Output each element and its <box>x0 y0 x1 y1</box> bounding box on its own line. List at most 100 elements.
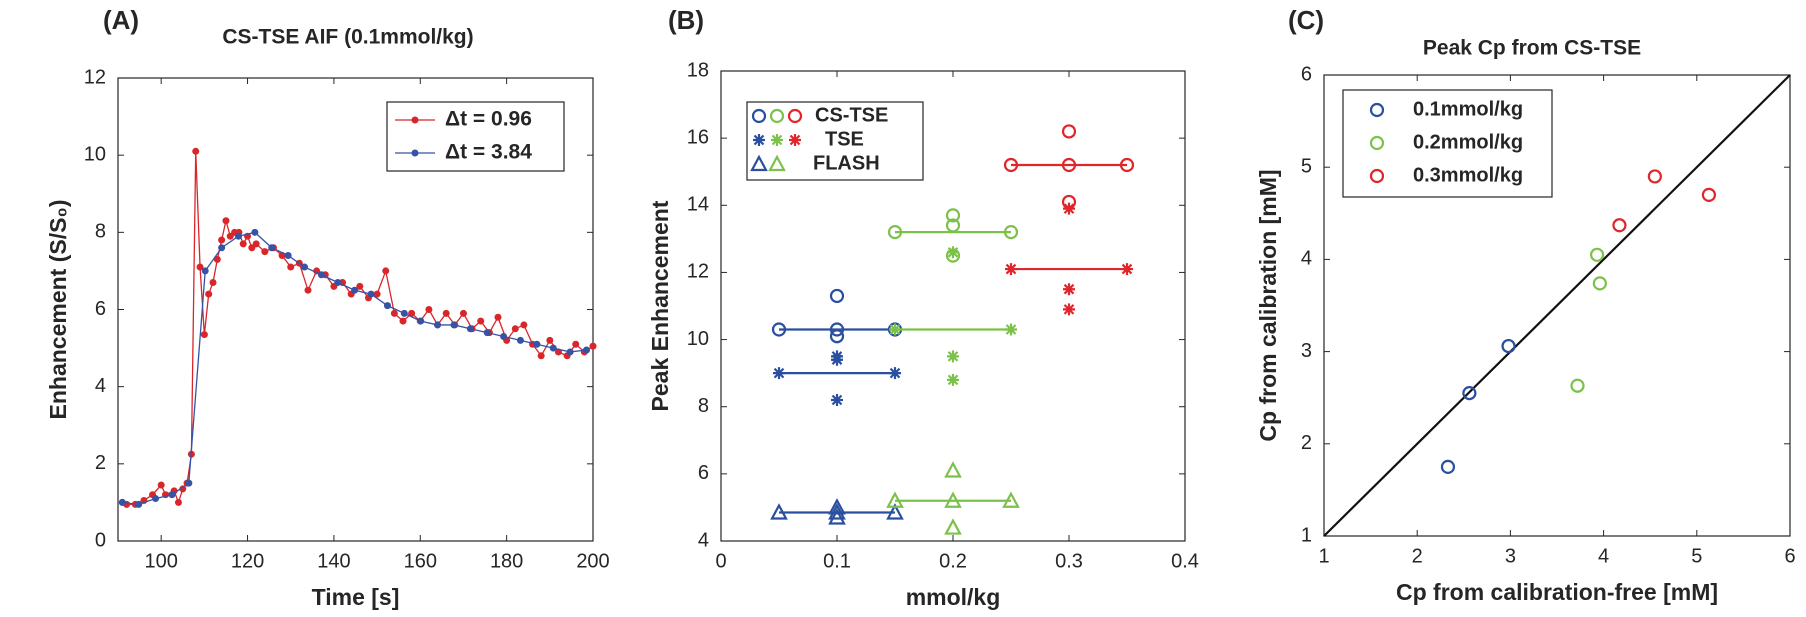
legend-label: CS-TSE <box>815 104 888 126</box>
x-tick-label: 1 <box>1318 545 1329 567</box>
marker <box>546 336 554 344</box>
marker <box>251 228 259 236</box>
y-tick-label: 10 <box>84 143 106 165</box>
marker <box>1647 169 1662 184</box>
marker <box>168 491 176 499</box>
marker <box>1063 202 1075 215</box>
y-tick-label: 4 <box>95 375 106 397</box>
marker <box>1440 459 1456 474</box>
marker <box>192 147 200 155</box>
panel-label: (C) <box>1288 5 1324 35</box>
legend-marker <box>753 134 765 146</box>
marker <box>152 495 160 503</box>
marker <box>886 491 904 508</box>
marker <box>1592 276 1607 291</box>
x-tick-label: 180 <box>490 550 523 572</box>
legend-label: 0.2mmol/kg <box>1413 131 1523 153</box>
x-tick-label: 3 <box>1505 545 1516 567</box>
marker <box>205 290 213 298</box>
legend-marker <box>1369 102 1385 118</box>
marker <box>1005 263 1017 276</box>
marker <box>209 278 217 286</box>
x-tick-label: 160 <box>404 550 437 572</box>
marker <box>1612 218 1627 233</box>
marker <box>252 240 260 248</box>
marker <box>1005 323 1017 336</box>
marker <box>400 309 408 317</box>
y-tick-label: 5 <box>1301 155 1312 177</box>
marker <box>886 503 904 520</box>
marker <box>390 309 398 317</box>
legend-marker <box>411 116 419 124</box>
marker <box>450 321 458 329</box>
legend-box <box>386 101 565 172</box>
marker <box>520 321 528 329</box>
marker <box>1462 385 1477 401</box>
marker <box>773 367 785 380</box>
marker <box>500 333 508 341</box>
x-axis-label: Time [s] <box>312 584 400 610</box>
y-tick-label: 0 <box>95 529 106 551</box>
marker <box>516 336 524 344</box>
marker <box>466 325 474 333</box>
marker <box>829 288 845 304</box>
x-tick-label: 6 <box>1784 545 1795 567</box>
legend-marker <box>750 154 768 172</box>
x-tick-label: 0.4 <box>1171 550 1199 572</box>
x-tick-label: 0 <box>715 550 726 572</box>
legend-label: Δt = 0.96 <box>445 108 532 131</box>
y-tick-label: 16 <box>687 126 709 148</box>
marker <box>442 309 450 317</box>
marker <box>947 246 959 259</box>
marker <box>196 263 204 271</box>
legend-marker <box>769 108 785 124</box>
marker <box>367 290 375 298</box>
marker <box>947 350 959 363</box>
marker <box>373 290 381 298</box>
x-tick-label: 140 <box>317 550 350 572</box>
marker <box>239 240 247 248</box>
y-tick-label: 2 <box>1301 432 1312 454</box>
marker <box>831 394 843 406</box>
marker <box>417 317 425 325</box>
x-tick-label: 0.2 <box>939 550 967 572</box>
marker <box>477 317 485 325</box>
marker <box>459 309 467 317</box>
marker <box>118 498 126 506</box>
x-tick-label: 0.3 <box>1055 550 1083 572</box>
marker <box>889 323 901 336</box>
marker <box>889 367 901 380</box>
marker <box>944 518 962 535</box>
marker <box>218 244 226 252</box>
y-tick-label: 10 <box>687 328 709 350</box>
marker <box>382 267 390 275</box>
marker <box>1570 378 1585 393</box>
marker <box>304 286 312 294</box>
y-axis-label: Enhancement (S/S₀) <box>45 200 71 420</box>
marker <box>234 232 242 240</box>
marker <box>200 331 208 339</box>
legend-marker <box>787 108 803 124</box>
marker <box>828 508 846 525</box>
marker <box>828 503 846 520</box>
legend-label: 0.3mmol/kg <box>1413 164 1523 186</box>
marker <box>1701 187 1717 202</box>
marker <box>313 267 321 275</box>
legend-box <box>1342 89 1553 198</box>
x-tick-label: 0.1 <box>823 550 851 572</box>
legend-label: TSE <box>825 128 864 150</box>
y-axis-label: Peak Enhancement <box>647 200 673 411</box>
marker <box>1061 124 1077 139</box>
legend-marker <box>411 149 419 157</box>
x-tick-label: 200 <box>576 550 609 572</box>
marker <box>284 251 292 259</box>
marker <box>944 491 962 508</box>
marker <box>218 236 226 244</box>
marker <box>261 248 269 256</box>
y-tick-label: 3 <box>1301 340 1312 362</box>
legend-label: 0.1mmol/kg <box>1413 98 1523 120</box>
marker <box>1119 157 1135 173</box>
marker <box>222 217 230 225</box>
marker <box>1063 283 1075 296</box>
